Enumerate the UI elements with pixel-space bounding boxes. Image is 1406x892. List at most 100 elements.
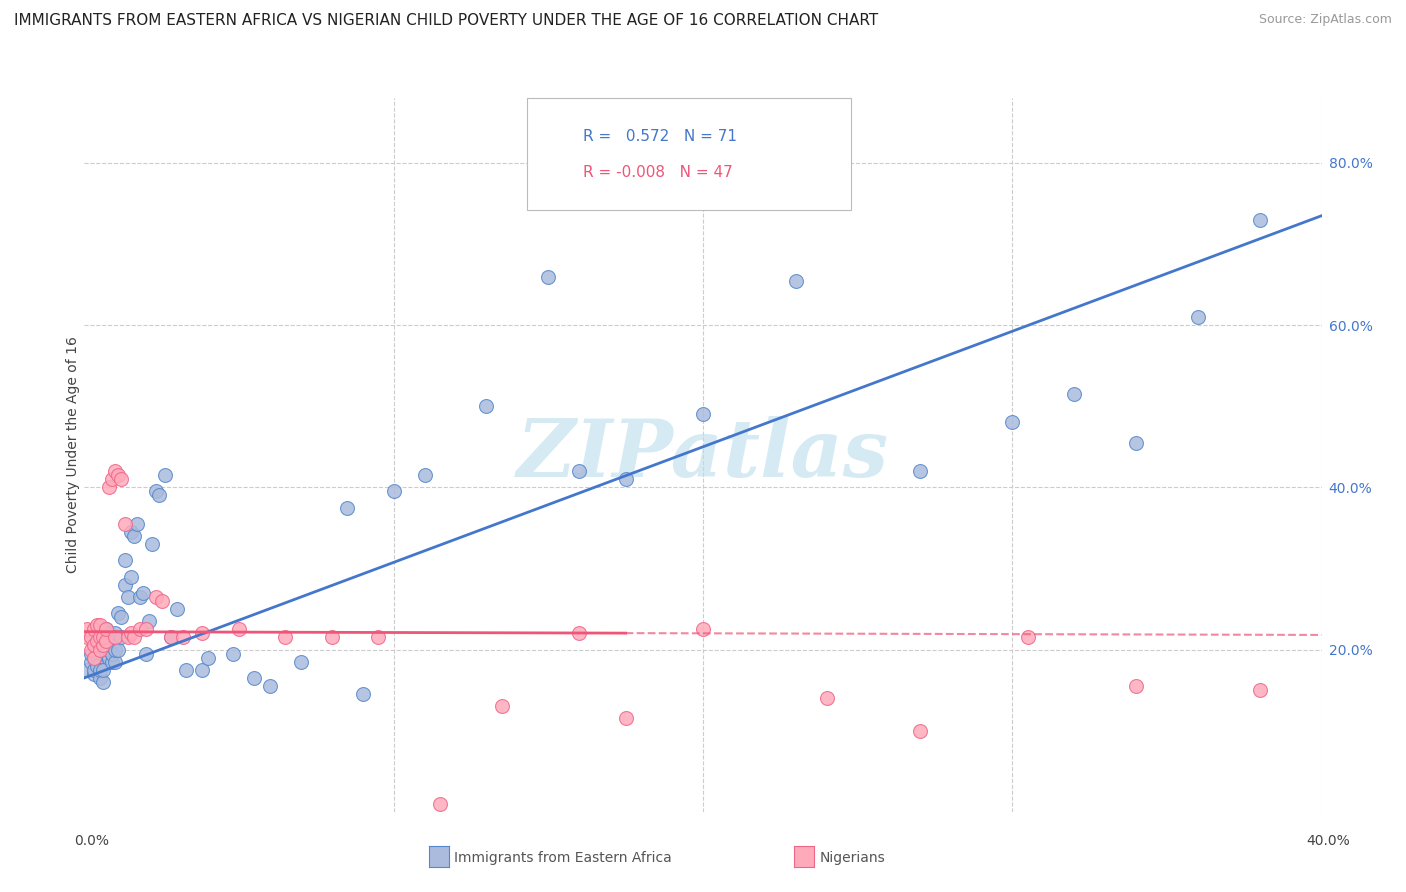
Point	[243, 671, 266, 685]
Point	[98, 480, 121, 494]
Point	[76, 663, 98, 677]
Point	[91, 675, 114, 690]
Point	[86, 634, 108, 648]
Point	[110, 631, 132, 645]
Text: 0.0%: 0.0%	[75, 834, 108, 848]
Point	[122, 631, 145, 645]
Point	[135, 647, 157, 661]
Point	[1063, 387, 1085, 401]
Point	[91, 639, 114, 653]
Point	[94, 622, 117, 636]
Point	[129, 622, 152, 636]
Text: 40.0%: 40.0%	[1306, 834, 1351, 848]
Point	[160, 631, 183, 645]
Point	[160, 631, 183, 645]
Point	[79, 655, 101, 669]
Point	[86, 618, 108, 632]
Point	[83, 650, 105, 665]
Point	[176, 663, 198, 677]
Point	[104, 464, 127, 478]
Point	[191, 663, 214, 677]
Point	[120, 524, 142, 539]
Point	[1187, 310, 1209, 324]
Text: ZIPatlas: ZIPatlas	[517, 417, 889, 493]
Text: Source: ZipAtlas.com: Source: ZipAtlas.com	[1258, 13, 1392, 27]
Point	[614, 711, 637, 725]
Point	[110, 610, 132, 624]
Point	[908, 464, 931, 478]
Point	[1125, 679, 1147, 693]
Point	[101, 631, 124, 645]
Point	[89, 631, 111, 645]
Point	[197, 650, 219, 665]
Point	[259, 679, 281, 693]
Point	[148, 488, 170, 502]
Point	[79, 642, 101, 657]
Point	[336, 500, 359, 515]
Point	[614, 472, 637, 486]
Point	[86, 634, 108, 648]
Point	[1249, 683, 1271, 698]
Point	[135, 622, 157, 636]
Point	[1017, 631, 1039, 645]
Point	[83, 639, 105, 653]
Point	[138, 614, 160, 628]
Point	[107, 468, 129, 483]
Point	[98, 642, 121, 657]
Point	[172, 631, 194, 645]
Point	[120, 626, 142, 640]
Point	[228, 622, 250, 636]
Point	[107, 606, 129, 620]
Point	[76, 622, 98, 636]
Point	[150, 594, 173, 608]
Point	[94, 622, 117, 636]
Point	[274, 631, 297, 645]
Point	[83, 666, 105, 681]
Point	[89, 618, 111, 632]
Point	[83, 622, 105, 636]
Point	[98, 626, 121, 640]
Point	[120, 569, 142, 583]
Point	[568, 626, 591, 640]
Point	[79, 647, 101, 661]
Point	[117, 631, 139, 645]
Point	[145, 590, 167, 604]
Text: Immigrants from Eastern Africa: Immigrants from Eastern Africa	[454, 851, 672, 865]
Point	[91, 663, 114, 677]
Point	[86, 658, 108, 673]
Point	[1001, 416, 1024, 430]
Point	[83, 650, 105, 665]
Point	[129, 590, 152, 604]
Point	[104, 626, 127, 640]
Point	[191, 626, 214, 640]
Point	[114, 516, 136, 531]
Point	[114, 553, 136, 567]
Point	[785, 274, 807, 288]
Point	[114, 577, 136, 591]
Point	[122, 529, 145, 543]
Point	[222, 647, 245, 661]
Point	[367, 631, 389, 645]
Point	[475, 399, 498, 413]
Point	[692, 622, 714, 636]
Point	[125, 516, 148, 531]
Point	[104, 631, 127, 645]
Point	[568, 464, 591, 478]
Point	[692, 408, 714, 422]
Point	[290, 655, 312, 669]
Point	[98, 650, 121, 665]
Point	[117, 590, 139, 604]
Text: Nigerians: Nigerians	[820, 851, 886, 865]
Point	[141, 537, 163, 551]
Point	[91, 639, 114, 653]
Point	[76, 631, 98, 645]
Point	[352, 687, 374, 701]
Point	[1125, 435, 1147, 450]
Text: R =   0.572   N = 71: R = 0.572 N = 71	[583, 129, 738, 144]
Point	[104, 655, 127, 669]
Point	[110, 472, 132, 486]
Point	[145, 484, 167, 499]
Point	[83, 663, 105, 677]
Point	[107, 642, 129, 657]
Point	[537, 269, 560, 284]
